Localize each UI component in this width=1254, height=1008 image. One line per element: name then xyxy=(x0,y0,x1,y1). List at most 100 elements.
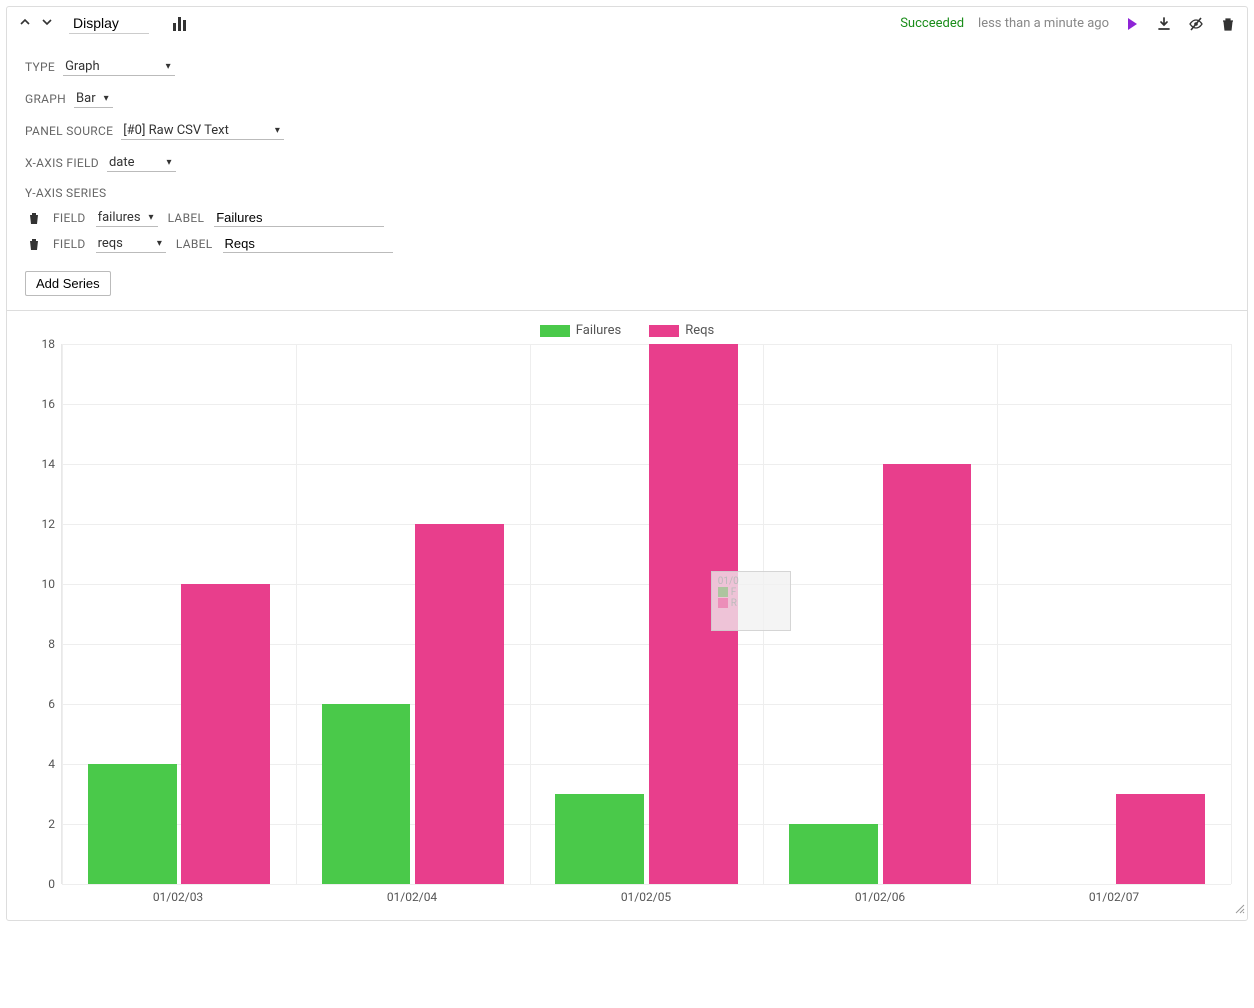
resize-handle[interactable] xyxy=(1233,902,1245,918)
chevron-down-icon: ▾ xyxy=(275,125,280,136)
grid-line-h xyxy=(62,464,1231,465)
collapse-down-icon[interactable] xyxy=(39,14,55,33)
legend-swatch xyxy=(540,325,570,337)
config-row-xaxis: X-AXIS FIELD date ▾ xyxy=(25,154,1229,172)
xaxis-select-value: date xyxy=(109,155,135,170)
panel-source-label: PANEL SOURCE xyxy=(25,124,113,138)
graph-select[interactable]: Bar ▾ xyxy=(74,90,113,108)
series-field-select[interactable]: failures ▾ xyxy=(96,209,158,227)
legend-swatch xyxy=(649,325,679,337)
status-state: Succeeded xyxy=(900,16,964,31)
yaxis-series-label: Y-AXIS SERIES xyxy=(25,186,106,200)
series-row: FIELD reqs ▾ LABEL xyxy=(25,235,1229,253)
add-series-button[interactable]: Add Series xyxy=(25,271,111,296)
y-tick: 12 xyxy=(42,517,56,531)
bar-chart-icon xyxy=(173,17,186,31)
panel-source-select[interactable]: [#0] Raw CSV Text ▾ xyxy=(121,122,284,140)
chevron-down-icon: ▾ xyxy=(157,238,162,249)
y-tick: 16 xyxy=(42,397,56,411)
tooltip: 01/0FR xyxy=(711,571,791,631)
chevron-down-icon: ▾ xyxy=(104,93,109,104)
grid-line-h xyxy=(62,884,1231,885)
legend-label: Failures xyxy=(576,323,621,338)
series-delete-button[interactable] xyxy=(25,235,43,253)
x-tick: 01/02/07 xyxy=(997,890,1231,904)
y-tick: 2 xyxy=(48,817,55,831)
config-row-type: TYPE Graph ▾ xyxy=(25,58,1229,76)
config-section: TYPE Graph ▾ GRAPH Bar ▾ PANEL SOURCE [#… xyxy=(7,40,1247,310)
series-label-input[interactable] xyxy=(223,235,393,253)
run-button[interactable] xyxy=(1123,15,1141,33)
yaxis-series-block: Y-AXIS SERIES FIELD failures ▾ LABEL FIE… xyxy=(25,186,1229,296)
grid-line-h xyxy=(62,404,1231,405)
graph-select-value: Bar xyxy=(76,91,96,106)
chevron-down-icon: ▾ xyxy=(167,157,172,168)
bar[interactable] xyxy=(789,824,878,884)
grid-line-v xyxy=(296,344,297,884)
series-label-label: LABEL xyxy=(176,237,213,251)
bar[interactable] xyxy=(555,794,644,884)
bar[interactable] xyxy=(322,704,411,884)
grid-line-v xyxy=(997,344,998,884)
series-field-select-value: failures xyxy=(98,210,141,225)
series-label-input[interactable] xyxy=(214,209,384,227)
chart-area: Failures Reqs 0 2 4 6 8 10 12 14 16 18 01/0FR 01/0… xyxy=(7,310,1247,920)
series-row: FIELD failures ▾ LABEL xyxy=(25,209,1229,227)
grid-line-h xyxy=(62,344,1231,345)
type-select-value: Graph xyxy=(65,59,100,74)
bar[interactable] xyxy=(883,464,972,884)
series-field-label: FIELD xyxy=(53,211,86,225)
xaxis-label: X-AXIS FIELD xyxy=(25,156,99,170)
panel-header-left xyxy=(17,13,186,34)
x-tick: 01/02/03 xyxy=(61,890,295,904)
grid-line-v xyxy=(62,344,63,884)
download-button[interactable] xyxy=(1155,15,1173,33)
x-tick: 01/02/05 xyxy=(529,890,763,904)
y-tick: 8 xyxy=(48,637,55,651)
grid-line-v xyxy=(530,344,531,884)
series-field-select[interactable]: reqs ▾ xyxy=(96,235,166,253)
grid-line-v xyxy=(1231,344,1232,884)
config-row-panel-source: PANEL SOURCE [#0] Raw CSV Text ▾ xyxy=(25,122,1229,140)
legend-label: Reqs xyxy=(685,323,714,338)
bar[interactable] xyxy=(181,584,270,884)
bar[interactable] xyxy=(88,764,177,884)
x-tick: 01/02/04 xyxy=(295,890,529,904)
y-tick: 14 xyxy=(42,457,56,471)
series-field-label: FIELD xyxy=(53,237,86,251)
panel-header: Succeeded less than a minute ago xyxy=(7,7,1247,40)
bar[interactable] xyxy=(415,524,504,884)
y-tick: 6 xyxy=(48,697,55,711)
series-field-select-value: reqs xyxy=(98,236,123,251)
panel-source-select-value: [#0] Raw CSV Text xyxy=(123,123,229,138)
y-tick: 4 xyxy=(48,757,55,771)
chevron-down-icon: ▾ xyxy=(149,212,154,223)
panel-container: Succeeded less than a minute ago TYPE Gr… xyxy=(6,6,1248,921)
config-row-graph: GRAPH Bar ▾ xyxy=(25,90,1229,108)
collapse-up-icon[interactable] xyxy=(17,14,33,33)
panel-title-input[interactable] xyxy=(69,13,149,34)
x-tick: 01/02/06 xyxy=(763,890,997,904)
status-time: less than a minute ago xyxy=(978,16,1109,31)
chart-legend: Failures Reqs xyxy=(23,323,1231,338)
legend-item[interactable]: Failures xyxy=(540,323,621,338)
hide-button[interactable] xyxy=(1187,15,1205,33)
delete-button[interactable] xyxy=(1219,15,1237,33)
legend-item[interactable]: Reqs xyxy=(649,323,714,338)
type-select[interactable]: Graph ▾ xyxy=(63,58,175,76)
series-delete-button[interactable] xyxy=(25,209,43,227)
grid-line-h xyxy=(62,524,1231,525)
series-label-label: LABEL xyxy=(168,211,205,225)
type-label: TYPE xyxy=(25,60,55,74)
y-tick: 10 xyxy=(42,577,56,591)
plot[interactable]: 01/0FR xyxy=(61,344,1231,884)
chevron-down-icon: ▾ xyxy=(166,61,171,72)
y-tick: 0 xyxy=(48,877,55,891)
plot-wrap: 024681012141618 01/0FR xyxy=(23,344,1231,884)
bar[interactable] xyxy=(1116,794,1205,884)
xaxis-select[interactable]: date ▾ xyxy=(107,154,176,172)
graph-label: GRAPH xyxy=(25,92,66,106)
panel-header-right: Succeeded less than a minute ago xyxy=(900,15,1237,33)
x-axis: 01/02/0301/02/0401/02/0501/02/0601/02/07 xyxy=(61,890,1231,904)
y-tick: 18 xyxy=(42,337,56,351)
